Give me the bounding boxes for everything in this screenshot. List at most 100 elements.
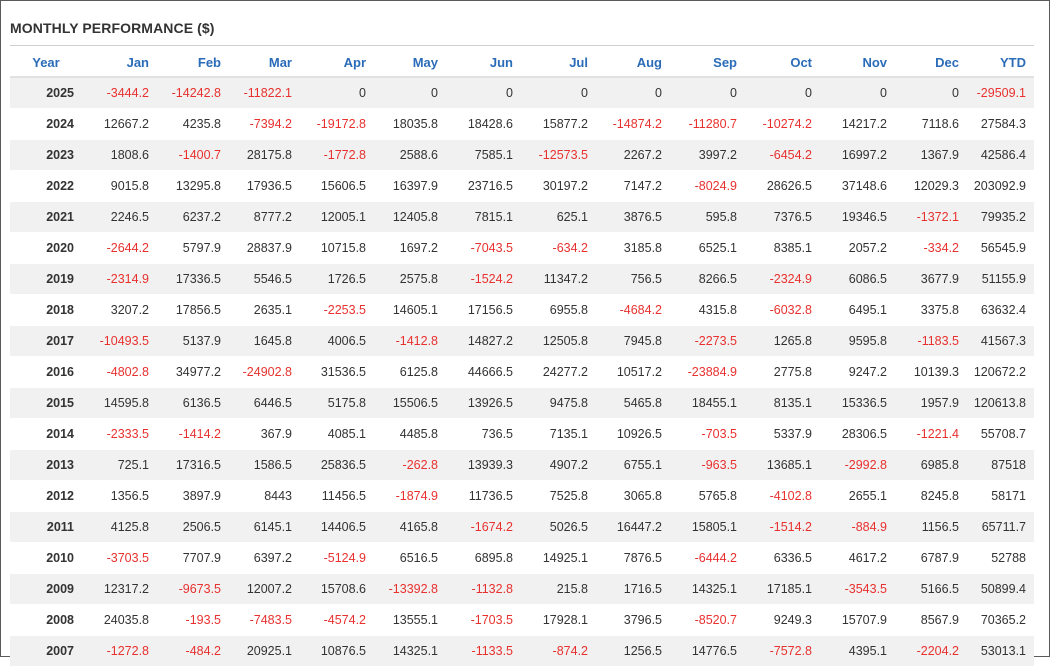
value-cell-dec: 0 (895, 77, 967, 109)
value-cell-apr: 11456.5 (300, 480, 374, 512)
value-cell-jul: 12505.8 (521, 325, 596, 357)
value-cell-jul: -12573.5 (521, 139, 596, 171)
year-cell: 2025 (10, 77, 82, 109)
value-cell-sep: 595.8 (670, 201, 745, 233)
column-header-feb: Feb (157, 48, 229, 78)
value-cell-may: 14325.1 (374, 635, 446, 667)
value-cell-may: -13392.8 (374, 573, 446, 605)
value-cell-ytd: 50899.4 (967, 573, 1034, 605)
value-cell-oct: 6336.5 (745, 542, 820, 574)
value-cell-feb: 17856.5 (157, 294, 229, 326)
year-cell: 2010 (10, 542, 82, 574)
value-cell-jan: -2333.5 (82, 418, 157, 450)
value-cell-jan: 1356.5 (82, 480, 157, 512)
value-cell-oct: 2775.8 (745, 356, 820, 388)
year-cell: 2018 (10, 294, 82, 326)
column-header-nov: Nov (820, 48, 895, 78)
value-cell-nov: 2655.1 (820, 480, 895, 512)
title-divider (10, 45, 1034, 46)
value-cell-ytd: 58171 (967, 480, 1034, 512)
value-cell-jan: 4125.8 (82, 511, 157, 543)
value-cell-may: 13555.1 (374, 604, 446, 636)
value-cell-may: 18035.8 (374, 108, 446, 140)
value-cell-feb: -193.5 (157, 604, 229, 636)
table-row: 2013 725.1 17316.5 1586.5 25836.5 -262.8 13939… (10, 449, 1034, 481)
value-cell-mar: 20925.1 (229, 635, 300, 667)
value-cell-feb: 6237.2 (157, 201, 229, 233)
value-cell-ytd: 52788 (967, 542, 1034, 574)
value-cell-mar: 6446.5 (229, 387, 300, 419)
value-cell-jan: -1272.8 (82, 635, 157, 667)
value-cell-sep: -8024.9 (670, 170, 745, 202)
table-row: 2020 -2644.2 5797.9 28837.9 10715.8 1697.2 -70… (10, 232, 1034, 264)
value-cell-oct: -7572.8 (745, 635, 820, 667)
value-cell-dec: 6787.9 (895, 542, 967, 574)
year-cell: 2023 (10, 139, 82, 171)
value-cell-ytd: 65711.7 (967, 511, 1034, 543)
value-cell-feb: -1414.2 (157, 418, 229, 450)
value-cell-apr: -5124.9 (300, 542, 374, 574)
value-cell-jan: 14595.8 (82, 387, 157, 419)
value-cell-nov: 4395.1 (820, 635, 895, 667)
table-row: 2008 24035.8 -193.5 -7483.5 -4574.2 13555.1 -1… (10, 604, 1034, 636)
value-cell-jul: 4907.2 (521, 449, 596, 481)
value-cell-mar: 8443 (229, 480, 300, 512)
value-cell-nov: 37148.6 (820, 170, 895, 202)
value-cell-may: -1412.8 (374, 325, 446, 357)
value-cell-mar: 1645.8 (229, 325, 300, 357)
value-cell-mar: 1586.5 (229, 449, 300, 481)
value-cell-jan: 3207.2 (82, 294, 157, 326)
value-cell-may: 6516.5 (374, 542, 446, 574)
value-cell-sep: 5765.8 (670, 480, 745, 512)
value-cell-jun: 44666.5 (446, 356, 521, 388)
value-cell-ytd: 41567.3 (967, 325, 1034, 357)
year-cell: 2022 (10, 170, 82, 202)
value-cell-dec: -1183.5 (895, 325, 967, 357)
value-cell-jan: 12317.2 (82, 573, 157, 605)
value-cell-oct: 8385.1 (745, 232, 820, 264)
value-cell-apr: 25836.5 (300, 449, 374, 481)
value-cell-apr: 4085.1 (300, 418, 374, 450)
year-cell: 2024 (10, 108, 82, 140)
value-cell-feb: 13295.8 (157, 170, 229, 202)
value-cell-sep: 14325.1 (670, 573, 745, 605)
value-cell-jul: 215.8 (521, 573, 596, 605)
value-cell-aug: 16447.2 (596, 511, 670, 543)
value-cell-jun: 7815.1 (446, 201, 521, 233)
value-cell-dec: 8245.8 (895, 480, 967, 512)
value-cell-jun: 18428.6 (446, 108, 521, 140)
value-cell-feb: 6136.5 (157, 387, 229, 419)
value-cell-may: 2575.8 (374, 263, 446, 295)
year-cell: 2020 (10, 232, 82, 264)
value-cell-aug: 3065.8 (596, 480, 670, 512)
column-header-apr: Apr (300, 48, 374, 78)
value-cell-oct: 0 (745, 77, 820, 109)
value-cell-sep: -2273.5 (670, 325, 745, 357)
value-cell-may: 0 (374, 77, 446, 109)
value-cell-feb: -1400.7 (157, 139, 229, 171)
table-row: 2024 12667.2 4235.8 -7394.2 -19172.8 18035.8 1… (10, 108, 1034, 140)
value-cell-jan: 12667.2 (82, 108, 157, 140)
value-cell-ytd: -29509.1 (967, 77, 1034, 109)
column-header-jun: Jun (446, 48, 521, 78)
value-cell-dec: 10139.3 (895, 356, 967, 388)
column-header-dec: Dec (895, 48, 967, 78)
value-cell-jul: 5026.5 (521, 511, 596, 543)
value-cell-sep: 3997.2 (670, 139, 745, 171)
value-cell-aug: 3796.5 (596, 604, 670, 636)
column-header-jul: Jul (521, 48, 596, 78)
value-cell-ytd: 63632.4 (967, 294, 1034, 326)
column-header-sep: Sep (670, 48, 745, 78)
value-cell-apr: 10715.8 (300, 232, 374, 264)
value-cell-aug: 2267.2 (596, 139, 670, 171)
value-cell-jun: -7043.5 (446, 232, 521, 264)
table-row: 2009 12317.2 -9673.5 12007.2 15708.6 -13392.8… (10, 573, 1034, 605)
value-cell-mar: 6145.1 (229, 511, 300, 543)
value-cell-sep: -23884.9 (670, 356, 745, 388)
value-cell-mar: 2635.1 (229, 294, 300, 326)
value-cell-apr: -19172.8 (300, 108, 374, 140)
value-cell-jun: 13939.3 (446, 449, 521, 481)
value-cell-jul: 6955.8 (521, 294, 596, 326)
year-cell: 2009 (10, 573, 82, 605)
